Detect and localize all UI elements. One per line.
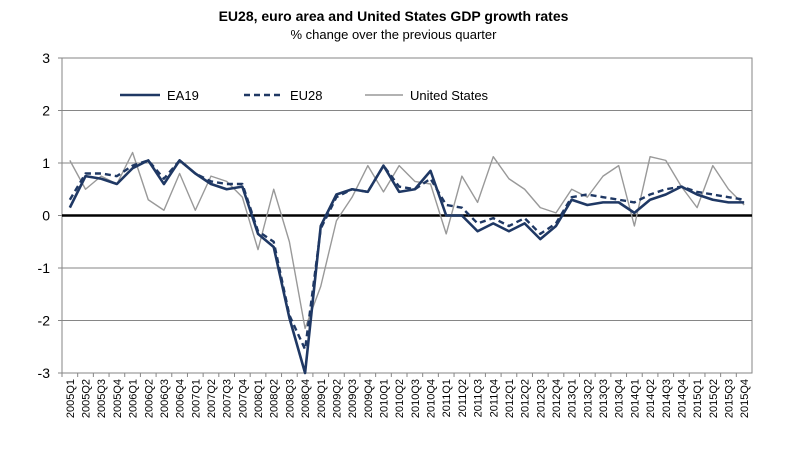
series-line-ea19 bbox=[68, 159, 745, 375]
x-tick-label: 2005Q2 bbox=[81, 379, 93, 418]
x-tick-label: 2011Q1 bbox=[441, 379, 453, 417]
x-tick-label: 2013Q1 bbox=[567, 379, 579, 418]
x-tick-label: 2009Q1 bbox=[316, 379, 328, 418]
x-tick-label: 2007Q4 bbox=[237, 379, 249, 418]
x-tick-label: 2009Q2 bbox=[331, 379, 343, 418]
x-tick-label: 2008Q3 bbox=[284, 379, 296, 418]
y-tick-label: -3 bbox=[38, 365, 51, 381]
x-tick-label: 2014Q2 bbox=[645, 379, 657, 418]
legend-label: EU28 bbox=[290, 88, 323, 103]
x-tick-label: 2009Q3 bbox=[347, 379, 359, 418]
x-tick-label: 2010Q1 bbox=[378, 379, 390, 418]
legend-label: EA19 bbox=[167, 88, 199, 103]
x-tick-label: 2008Q4 bbox=[300, 379, 312, 418]
x-tick-label: 2013Q2 bbox=[582, 379, 594, 418]
x-tick-label: 2011Q4 bbox=[488, 379, 500, 417]
x-tick-label: 2015Q4 bbox=[739, 379, 751, 418]
x-tick-label: 2007Q1 bbox=[190, 379, 202, 418]
x-tick-label: 2013Q4 bbox=[614, 379, 626, 418]
x-tick-label: 2011Q3 bbox=[473, 379, 485, 417]
x-tick-label: 2013Q3 bbox=[598, 379, 610, 418]
x-tick-label: 2015Q1 bbox=[692, 379, 704, 418]
y-tick-label: 2 bbox=[42, 103, 50, 119]
y-tick-label: -1 bbox=[38, 260, 51, 276]
x-tick-label: 2010Q3 bbox=[410, 379, 422, 418]
x-tick-label: 2010Q4 bbox=[426, 379, 438, 418]
x-tick-label: 2008Q2 bbox=[269, 379, 281, 418]
legend-label: United States bbox=[410, 88, 489, 103]
y-tick-label: 3 bbox=[42, 50, 50, 66]
series-line-eu28 bbox=[68, 159, 745, 351]
y-tick-label: -2 bbox=[38, 313, 51, 329]
series-line-united-states bbox=[69, 151, 745, 330]
x-tick-label: 2005Q3 bbox=[96, 379, 108, 418]
x-tick-label: 2014Q4 bbox=[676, 379, 688, 418]
x-tick-label: 2007Q3 bbox=[222, 379, 234, 418]
y-tick-label: 0 bbox=[42, 208, 50, 224]
x-tick-label: 2012Q1 bbox=[504, 379, 516, 418]
x-tick-label: 2014Q3 bbox=[661, 379, 673, 418]
x-tick-label: 2006Q3 bbox=[159, 379, 171, 418]
x-tick-label: 2005Q1 bbox=[65, 379, 77, 418]
x-tick-label: 2005Q4 bbox=[112, 379, 124, 418]
x-tick-label: 2014Q1 bbox=[629, 379, 641, 418]
x-tick-label: 2015Q3 bbox=[723, 379, 735, 418]
x-tick-label: 2012Q2 bbox=[520, 379, 532, 418]
x-tick-label: 2012Q4 bbox=[551, 379, 563, 418]
x-tick-label: 2009Q4 bbox=[363, 379, 375, 418]
x-tick-label: 2011Q2 bbox=[457, 379, 469, 417]
x-tick-label: 2012Q3 bbox=[535, 379, 547, 418]
x-tick-label: 2010Q2 bbox=[394, 379, 406, 418]
x-tick-label: 2006Q1 bbox=[128, 379, 140, 418]
x-tick-label: 2006Q2 bbox=[143, 379, 155, 418]
x-tick-label: 2007Q2 bbox=[206, 379, 218, 418]
chart-subtitle: % change over the previous quarter bbox=[290, 27, 497, 42]
x-tick-label: 2006Q4 bbox=[175, 379, 187, 418]
x-tick-label: 2015Q2 bbox=[708, 379, 720, 418]
x-tick-label: 2008Q1 bbox=[253, 379, 265, 418]
y-tick-label: 1 bbox=[42, 155, 50, 171]
chart-title: EU28, euro area and United States GDP gr… bbox=[218, 8, 569, 24]
